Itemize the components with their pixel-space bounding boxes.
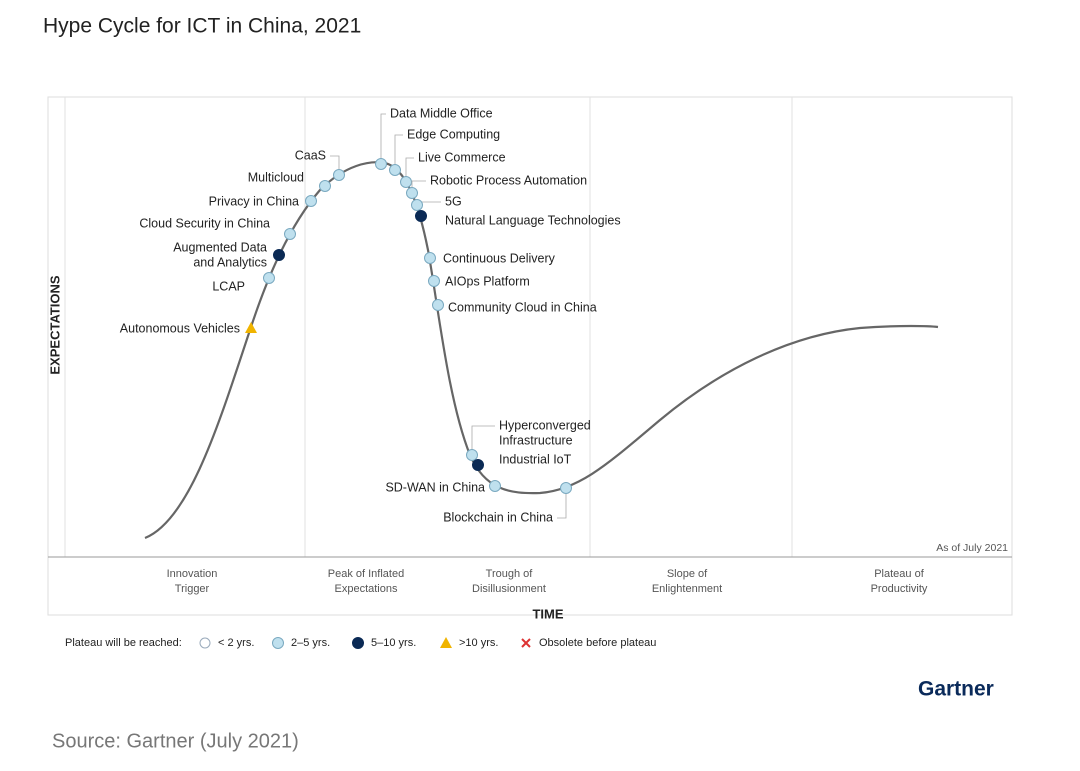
x-axis-label: TIME [532, 606, 563, 621]
marker [263, 272, 275, 284]
marker [411, 199, 423, 211]
leader-line [557, 488, 567, 519]
technology-label: Multicloud [248, 170, 304, 184]
marker [472, 459, 484, 471]
marker [199, 637, 211, 649]
leader-line [471, 425, 495, 455]
leader-line [405, 157, 414, 182]
phase-label: Expectations [335, 583, 398, 595]
source: Source: Gartner (July 2021) [52, 730, 299, 752]
technology-label: Robotic Process Automation [430, 173, 587, 187]
technology-label: Continuous Delivery [443, 251, 556, 265]
marker [400, 176, 412, 188]
marker [273, 249, 285, 261]
technology-label: Autonomous Vehicles [120, 321, 240, 335]
technology-label: Live Commerce [418, 150, 506, 164]
phase-label: Innovation [167, 568, 218, 580]
marker [272, 637, 284, 649]
legend-label: Obsolete before plateau [539, 637, 656, 649]
technology-label: Blockchain in China [443, 510, 553, 524]
phase-label: Plateau of [874, 568, 924, 580]
technology-label: Augmented Data [173, 240, 267, 254]
legend-label: 2–5 yrs. [291, 637, 330, 649]
marker [521, 638, 531, 648]
marker [245, 322, 257, 333]
phase-label: Slope of [667, 568, 708, 580]
frame [47, 96, 1013, 616]
phase-label: Trough of [486, 568, 534, 580]
legend-title: Plateau will be reached: [65, 637, 182, 649]
technology-label: and Analytics [193, 255, 267, 269]
as-of: As of July 2021 [936, 542, 1008, 554]
phase-label: Enlightenment [652, 583, 722, 595]
marker [466, 449, 478, 461]
marker [305, 195, 317, 207]
legend-label: >10 yrs. [459, 637, 498, 649]
technology-label: SD-WAN in China [385, 480, 485, 494]
leader-line [394, 134, 403, 170]
technology-label: Hyperconverged [499, 418, 591, 432]
marker [415, 210, 427, 222]
technology-label: 5G [445, 194, 462, 208]
phase-label: Trigger [175, 583, 210, 595]
technology-label: Cloud Security in China [139, 216, 270, 230]
technology-label: Data Middle Office [390, 106, 493, 120]
marker [560, 482, 572, 494]
legend-label: < 2 yrs. [218, 637, 254, 649]
marker [352, 637, 364, 649]
technology-label: CaaS [295, 148, 326, 162]
technology-label: Privacy in China [209, 194, 299, 208]
technology-label: LCAP [212, 279, 245, 293]
phase-label: Peak of Inflated [328, 568, 404, 580]
technology-label: AIOps Platform [445, 274, 530, 288]
marker [284, 228, 296, 240]
marker [375, 158, 387, 170]
marker [333, 169, 345, 181]
marker [432, 299, 444, 311]
marker [489, 480, 501, 492]
marker [389, 164, 401, 176]
leader-line [330, 155, 340, 175]
technology-label: Community Cloud in China [448, 300, 597, 314]
technology-label: Natural Language Technologies [445, 213, 621, 227]
technology-label: Edge Computing [407, 127, 500, 141]
marker [319, 180, 331, 192]
phase-label: Disillusionment [472, 583, 546, 595]
marker [424, 252, 436, 264]
title: Hype Cycle for ICT in China, 2021 [43, 15, 361, 38]
hype-curve [144, 161, 939, 540]
leader-line [380, 113, 386, 164]
technology-label: Infrastructure [499, 433, 573, 447]
brand: Gartner [918, 678, 994, 701]
marker [406, 187, 418, 199]
phase-label: Productivity [871, 583, 928, 595]
marker [428, 275, 440, 287]
legend-label: 5–10 yrs. [371, 637, 416, 649]
marker [440, 637, 452, 648]
technology-label: Industrial IoT [499, 452, 572, 466]
y-axis-label: EXPECTATIONS [47, 275, 62, 375]
